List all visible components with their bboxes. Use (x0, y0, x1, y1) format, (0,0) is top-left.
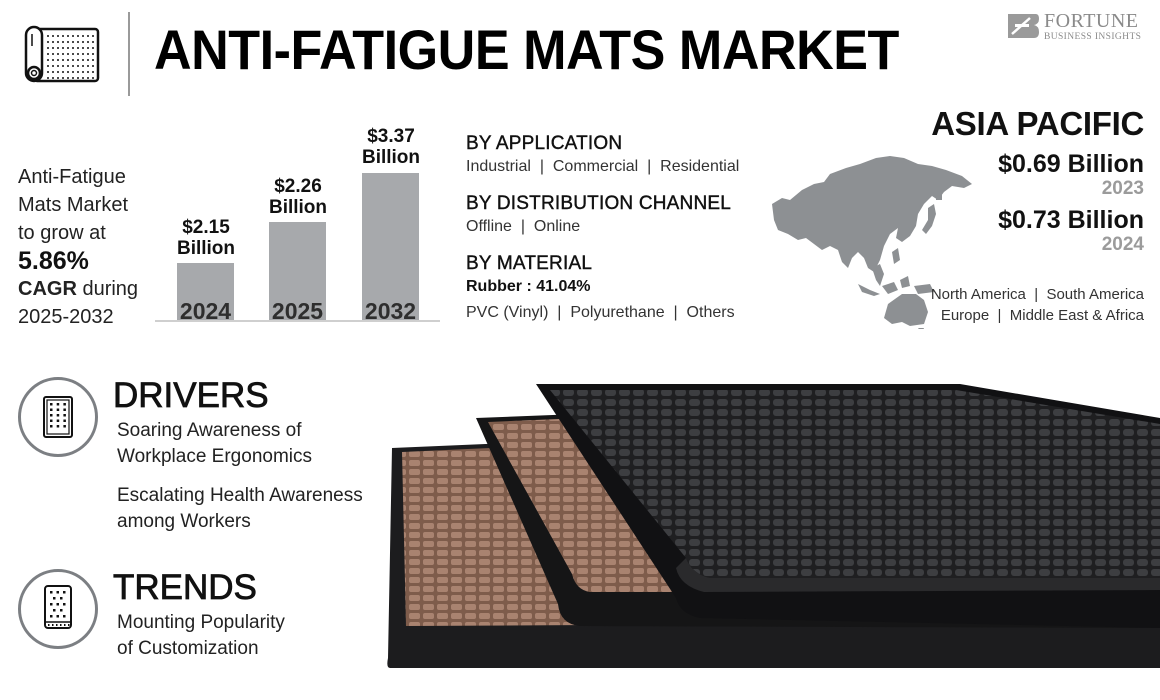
segment-items: PVC (Vinyl) | Polyurethane | Others (466, 304, 735, 321)
region-value-2023: $0.69 Billion (998, 150, 1144, 178)
segment-heading: BY DISTRIBUTION CHANNEL (466, 193, 732, 214)
mat-grid-icon (43, 396, 73, 438)
segment-heading: BY MATERIAL (466, 253, 593, 274)
trends-section: TRENDS Mounting Popularity of Customizat… (113, 568, 383, 662)
bar-year: 2025 (271, 298, 324, 324)
drivers-icon-circle (18, 377, 98, 457)
anti-fatigue-mats-image (380, 378, 1160, 678)
bar-unit: Billion (268, 197, 328, 218)
cagr-line: CAGR during (18, 275, 158, 303)
region-name: ASIA PACIFIC (931, 105, 1144, 142)
fortune-business-insights-logo: FORTUNE BUSINESS INSIGHTS (1006, 10, 1146, 44)
segment-heading: BY APPLICATION (466, 133, 623, 154)
bar-amount: $2.26 (274, 176, 322, 197)
bar-value-label: $3.37 Billion (346, 126, 436, 168)
region-year-2024: 2024 (1101, 234, 1144, 255)
cagr-during: during (76, 278, 139, 300)
cagr-value: 5.86% (18, 247, 89, 275)
cagr-label: CAGR (18, 278, 77, 300)
growth-line-3: to grow at (18, 222, 106, 244)
driver-item: Soaring Awareness of Workplace Ergonomic… (117, 418, 383, 470)
segment-application: BY APPLICATION Industrial | Commercial |… (466, 132, 766, 178)
chart-baseline (155, 320, 440, 322)
bar-2025: 2025 (269, 222, 326, 324)
driver-line: Soaring Awareness of (117, 420, 302, 441)
drivers-section: DRIVERS Soaring Awareness of Workplace E… (113, 376, 383, 535)
rolled-mat-icon (22, 24, 102, 86)
growth-line-1: Anti-Fatigue (18, 166, 126, 188)
other-regions: North America | South America Europe | M… (931, 284, 1144, 326)
bar-amount: $2.15 (182, 217, 230, 238)
segment-distribution: BY DISTRIBUTION CHANNEL Offline | Online (466, 192, 766, 238)
region-highlight: ASIA PACIFIC $0.69 Billion 2023 $0.73 Bi… (931, 104, 1144, 256)
fortune-logo-icon (1008, 14, 1039, 38)
page-title: ANTI-FATIGUE MATS MARKET (154, 18, 899, 81)
mat-dots-icon (44, 585, 72, 629)
market-size-bar-chart: $2.15 Billion 2024 $2.26 Billion 2025 $3… (155, 120, 440, 325)
logo-subtitle: BUSINESS INSIGHTS (1044, 32, 1142, 42)
driver-line: Workplace Ergonomics (117, 446, 313, 467)
region-year-2023: 2023 (1101, 178, 1144, 199)
growth-summary: Anti-Fatigue Mats Market to grow at 5.86… (18, 163, 158, 331)
driver-item: Escalating Health Awareness among Worker… (117, 483, 383, 535)
bar-amount: $3.37 (367, 126, 415, 147)
bar-value-label: $2.15 Billion (161, 217, 251, 259)
trend-line: of Customization (117, 638, 259, 659)
growth-line-2: Mats Market (18, 194, 129, 216)
bar-value-label: $2.26 Billion (253, 176, 343, 218)
region-value-2024: $0.73 Billion (998, 206, 1144, 234)
header-divider (128, 12, 130, 96)
bar-2032: 2032 (362, 173, 419, 324)
trends-icon-circle (18, 569, 98, 649)
segment-items: Offline | Online (466, 218, 581, 235)
forecast-period: 2025-2032 (18, 306, 114, 328)
trend-item: Mounting Popularity of Customization (117, 610, 383, 662)
trends-heading: TRENDS (113, 568, 258, 608)
bar-year: 2032 (364, 298, 417, 324)
segment-items: Industrial | Commercial | Residential (466, 158, 740, 175)
logo-name: FORTUNE (1044, 10, 1139, 32)
other-regions-line-1: North America | South America (930, 286, 1144, 303)
bar-year: 2024 (179, 298, 232, 324)
segment-material: BY MATERIAL Rubber : 41.04% PVC (Vinyl) … (466, 252, 766, 324)
bar-2024: 2024 (177, 263, 234, 324)
driver-line: Escalating Health Awareness (117, 485, 363, 506)
bar-unit: Billion (176, 238, 236, 259)
bar-unit: Billion (361, 147, 421, 168)
segment-highlight: Rubber : 41.04% (466, 278, 591, 295)
segmentation: BY APPLICATION Industrial | Commercial |… (466, 132, 766, 338)
asia-pacific-map-icon (768, 134, 978, 333)
other-regions-line-2: Europe | Middle East & Africa (940, 307, 1144, 324)
driver-line: among Workers (117, 511, 251, 532)
trend-line: Mounting Popularity (117, 612, 285, 633)
drivers-heading: DRIVERS (113, 376, 269, 416)
